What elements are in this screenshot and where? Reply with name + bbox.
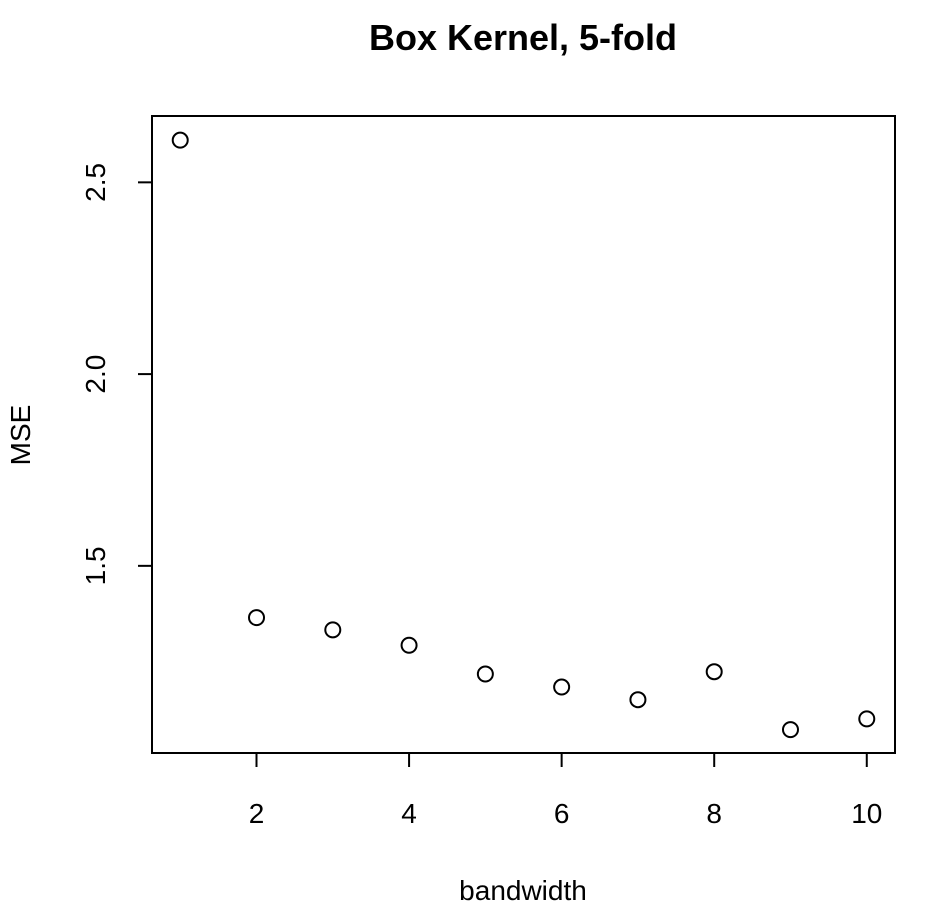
x-tick-label: 10 [851, 798, 882, 829]
y-tick-label: 1.5 [80, 546, 111, 585]
data-point [171, 131, 189, 149]
x-tick-label: 4 [401, 798, 417, 829]
x-axis: 2 4 6 8 10 [249, 752, 882, 829]
plot-frame [151, 115, 896, 754]
data-point [781, 721, 799, 739]
x-tick-label: 8 [706, 798, 722, 829]
y-tick-label: 2.0 [80, 355, 111, 394]
data-point [324, 621, 342, 639]
data-point [476, 665, 494, 683]
x-tick-label: 6 [554, 798, 570, 829]
data-point [858, 710, 876, 728]
y-tick-label: 2.5 [80, 163, 111, 202]
data-point [553, 678, 571, 696]
data-points [171, 131, 876, 739]
data-point [705, 663, 723, 681]
y-axis: 1.5 2.0 2.5 [80, 163, 153, 585]
x-axis-label: bandwidth [459, 875, 587, 906]
data-point [629, 691, 647, 709]
data-point [400, 636, 418, 654]
chart-title: Box Kernel, 5-fold [369, 17, 677, 58]
y-axis-label: MSE [5, 405, 36, 466]
data-point [248, 609, 266, 627]
x-tick-label: 2 [249, 798, 265, 829]
